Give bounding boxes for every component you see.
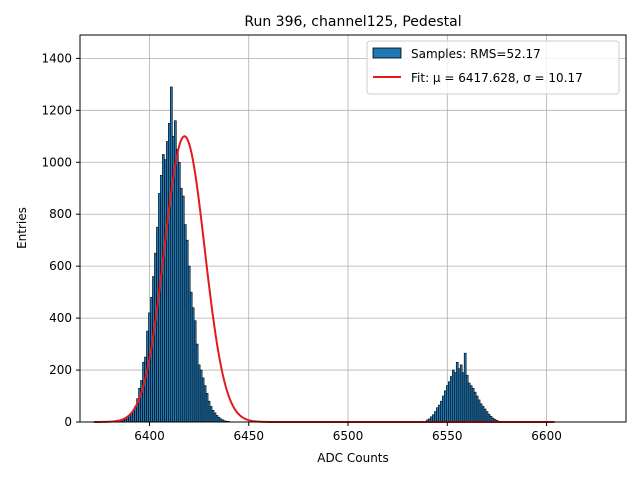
x-tick-label: 6450 — [233, 429, 264, 443]
y-tick-label: 1400 — [41, 51, 72, 65]
legend-samples-label: Samples: RMS=52.17 — [411, 47, 541, 61]
x-tick-label: 6400 — [134, 429, 165, 443]
legend-samples-swatch — [372, 47, 402, 59]
legend: Samples: RMS=52.17 Fit: μ = 6417.628, σ … — [366, 40, 620, 95]
y-tick-label: 1200 — [41, 103, 72, 117]
x-tick-label: 6500 — [333, 429, 364, 443]
y-tick-label: 800 — [49, 207, 72, 221]
chart-title: Run 396, channel125, Pedestal — [244, 14, 461, 30]
y-axis-label: Entries — [15, 207, 29, 249]
y-tick-label: 600 — [49, 259, 72, 273]
y-tick-label: 400 — [49, 311, 72, 325]
legend-box — [366, 40, 620, 95]
x-axis-ticks: 6400 6450 6500 6550 6600 — [134, 422, 562, 443]
histogram-bars — [120, 86, 501, 423]
y-tick-label: 1000 — [41, 155, 72, 169]
x-tick-label: 6550 — [432, 429, 463, 443]
x-axis-label: ADC Counts — [317, 451, 389, 465]
y-axis-ticks: 0 200 400 600 800 1000 1200 1400 — [41, 51, 80, 429]
x-tick-label: 6600 — [531, 429, 562, 443]
legend-fit-label: Fit: μ = 6417.628, σ = 10.17 — [411, 71, 583, 85]
y-tick-label: 200 — [49, 363, 72, 377]
plot-frame — [79, 34, 627, 423]
y-tick-label: 0 — [64, 415, 72, 429]
